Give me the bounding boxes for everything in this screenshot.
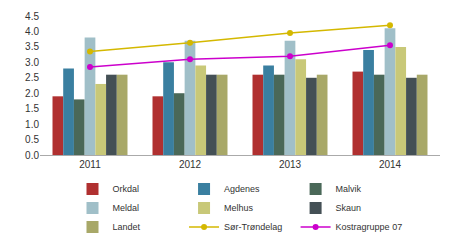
svg-text:Kostragruppe 07: Kostragruppe 07 [336, 222, 403, 232]
svg-text:2.5: 2.5 [25, 72, 39, 83]
svg-text:3.0: 3.0 [25, 57, 39, 68]
svg-text:4.0: 4.0 [25, 26, 39, 37]
svg-text:4.5: 4.5 [25, 11, 39, 22]
svg-text:Skaun: Skaun [336, 203, 362, 213]
svg-text:1.0: 1.0 [25, 119, 39, 130]
svg-text:0.5: 0.5 [25, 134, 39, 145]
svg-text:2012: 2012 [179, 159, 202, 170]
svg-text:Sør-Trøndelag: Sør-Trøndelag [224, 222, 282, 232]
svg-text:2014: 2014 [379, 159, 402, 170]
svg-text:Orkdal: Orkdal [113, 184, 140, 194]
svg-text:2011: 2011 [79, 159, 101, 170]
svg-text:Meldal: Meldal [113, 203, 140, 213]
svg-text:2.0: 2.0 [25, 88, 39, 99]
svg-text:Landet: Landet [113, 222, 141, 232]
svg-text:3.5: 3.5 [25, 41, 39, 52]
svg-text:1.5: 1.5 [25, 103, 39, 114]
svg-text:0.0: 0.0 [25, 150, 39, 161]
svg-text:Melhus: Melhus [224, 203, 254, 213]
svg-text:Malvik: Malvik [336, 184, 362, 194]
svg-text:2013: 2013 [279, 159, 302, 170]
svg-text:Agdenes: Agdenes [224, 184, 260, 194]
